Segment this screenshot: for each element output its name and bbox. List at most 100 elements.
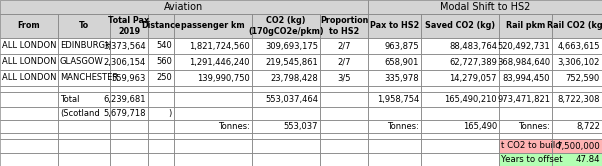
Text: ALL LONDON: ALL LONDON — [2, 42, 57, 50]
Bar — [320, 92, 368, 107]
Text: 368,984,640: 368,984,640 — [497, 57, 550, 67]
Bar — [174, 38, 252, 54]
Bar — [320, 107, 368, 120]
Bar — [148, 14, 174, 38]
Bar — [148, 54, 174, 70]
Text: 3,306,102: 3,306,102 — [557, 57, 600, 67]
Bar — [0, 14, 58, 38]
Bar — [0, 107, 58, 120]
Bar — [368, 86, 421, 92]
Bar — [499, 86, 552, 92]
Text: Saved CO2 (kg): Saved CO2 (kg) — [425, 22, 495, 31]
Bar — [110, 54, 148, 70]
Bar — [421, 14, 499, 38]
Bar — [320, 14, 368, 38]
Bar — [174, 107, 252, 120]
Bar — [0, 54, 58, 70]
Bar — [110, 70, 148, 86]
Text: 165,490,210: 165,490,210 — [444, 95, 497, 104]
Bar — [421, 86, 499, 92]
Bar — [552, 14, 602, 38]
Text: Rail CO2 (kg): Rail CO2 (kg) — [547, 22, 602, 31]
Bar — [0, 70, 58, 86]
Bar — [499, 139, 552, 153]
Bar — [499, 54, 552, 70]
Bar — [110, 153, 148, 166]
Bar — [421, 107, 499, 120]
Text: GLASGOW: GLASGOW — [60, 57, 104, 67]
Text: Rail pkm: Rail pkm — [506, 22, 545, 31]
Text: Pax to HS2: Pax to HS2 — [370, 22, 419, 31]
Text: 23,798,428: 23,798,428 — [270, 74, 318, 83]
Bar — [110, 14, 148, 38]
Bar — [421, 70, 499, 86]
Text: 14,279,057: 14,279,057 — [450, 74, 497, 83]
Bar — [252, 54, 320, 70]
Bar — [552, 54, 602, 70]
Bar — [58, 107, 110, 120]
Bar — [320, 70, 368, 86]
Text: Modal Shift to HS2: Modal Shift to HS2 — [440, 2, 530, 12]
Bar — [421, 120, 499, 133]
Bar — [552, 139, 602, 153]
Bar — [552, 70, 602, 86]
Bar — [552, 92, 602, 107]
Bar — [58, 38, 110, 54]
Bar — [368, 14, 421, 38]
Bar — [552, 153, 602, 166]
Bar — [148, 139, 174, 153]
Bar — [499, 92, 552, 107]
Text: 520,492,731: 520,492,731 — [497, 42, 550, 50]
Bar — [0, 14, 58, 38]
Bar — [499, 120, 552, 133]
Text: 553,037,464: 553,037,464 — [265, 95, 318, 104]
Text: 5,679,718: 5,679,718 — [104, 109, 146, 118]
Bar — [252, 153, 320, 166]
Bar — [499, 139, 552, 153]
Bar — [552, 133, 602, 139]
Bar — [252, 107, 320, 120]
Bar — [110, 133, 148, 139]
Text: 219,545,861: 219,545,861 — [265, 57, 318, 67]
Text: 8,722,308: 8,722,308 — [557, 95, 600, 104]
Text: 553,037: 553,037 — [284, 122, 318, 131]
Bar — [58, 54, 110, 70]
Text: Tonnes:: Tonnes: — [218, 122, 250, 131]
Bar — [252, 120, 320, 133]
Bar — [368, 107, 421, 120]
Bar — [252, 38, 320, 54]
Bar — [110, 86, 148, 92]
Text: 309,693,175: 309,693,175 — [265, 42, 318, 50]
Text: ALL LONDON: ALL LONDON — [2, 74, 57, 83]
Text: 47.84: 47.84 — [576, 155, 600, 164]
Bar — [320, 86, 368, 92]
Bar — [320, 133, 368, 139]
Bar — [552, 139, 602, 153]
Bar — [368, 70, 421, 86]
Bar — [174, 14, 252, 38]
Text: Total: Total — [60, 95, 79, 104]
Bar — [421, 92, 499, 107]
Bar — [58, 139, 110, 153]
Text: 3/5: 3/5 — [337, 74, 351, 83]
Bar — [552, 14, 602, 38]
Bar — [499, 14, 552, 38]
Text: ): ) — [169, 109, 172, 118]
Bar — [58, 153, 110, 166]
Text: Distance: Distance — [141, 22, 181, 31]
Text: EDINBURGH: EDINBURGH — [60, 42, 111, 50]
Bar — [110, 120, 148, 133]
Bar — [320, 38, 368, 54]
Bar — [368, 92, 421, 107]
Bar — [421, 139, 499, 153]
Bar — [552, 107, 602, 120]
Bar — [368, 139, 421, 153]
Bar — [148, 86, 174, 92]
Bar — [174, 54, 252, 70]
Bar — [0, 153, 58, 166]
Bar — [499, 133, 552, 139]
Bar — [421, 54, 499, 70]
Text: 559,963: 559,963 — [111, 74, 146, 83]
Text: 88,483,764: 88,483,764 — [449, 42, 497, 50]
Bar — [148, 120, 174, 133]
